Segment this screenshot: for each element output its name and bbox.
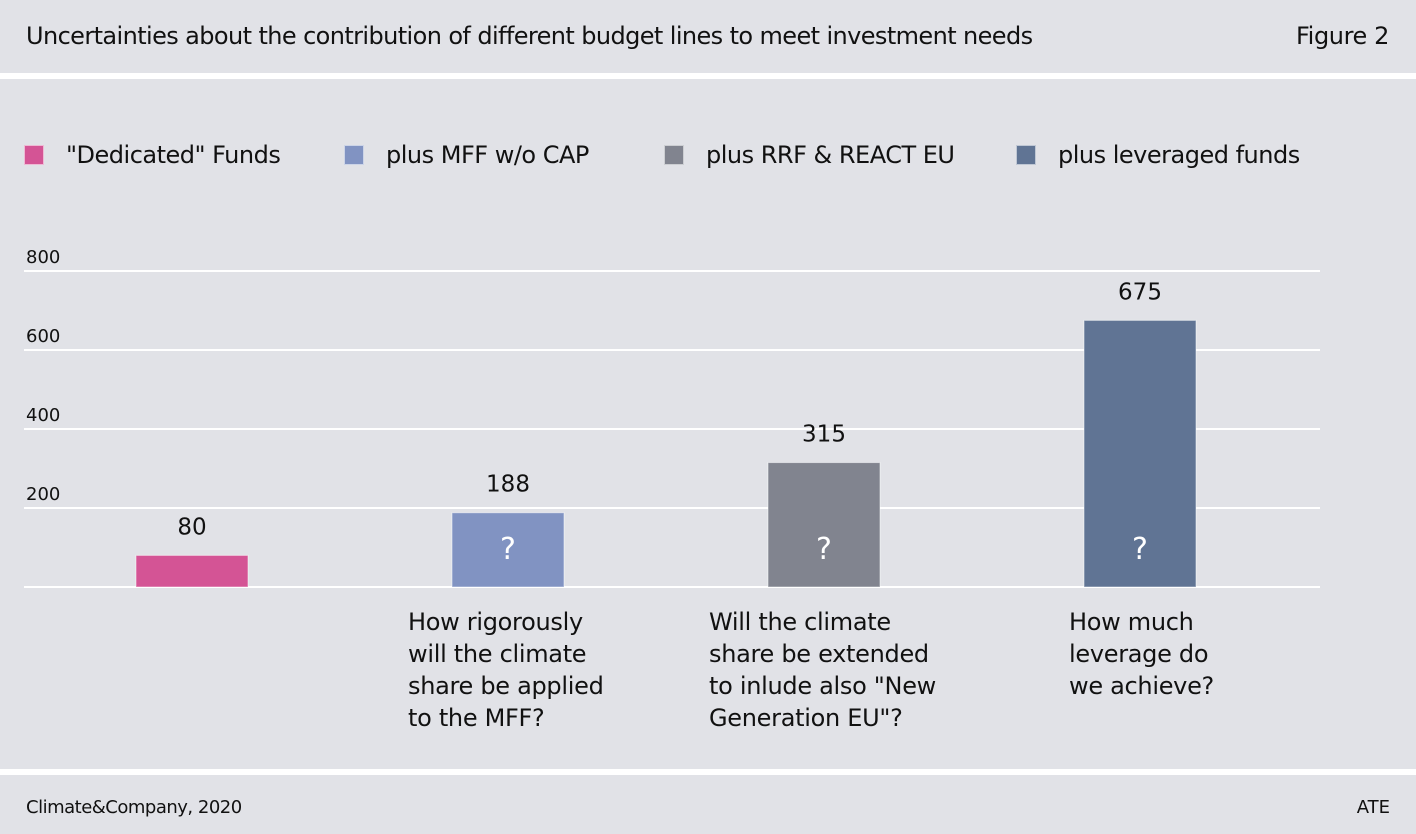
annotation-line: we achieve? xyxy=(1069,672,1214,700)
annotation-leveraged: How much leverage do we achieve? xyxy=(1069,606,1214,702)
annotation-line: leverage do xyxy=(1069,640,1209,668)
bar xyxy=(451,512,565,588)
legend-swatch xyxy=(344,145,364,165)
figure-header: Uncertainties about the contribution of … xyxy=(0,0,1416,73)
annotation-rrf: Will the climate share be extended to inlu… xyxy=(709,606,936,734)
data-label: 675 xyxy=(1118,279,1162,305)
legend-item-leveraged: plus leveraged funds xyxy=(1016,140,1300,170)
legend-item-dedicated-funds: "Dedicated" Funds xyxy=(24,140,281,170)
data-label: 188 xyxy=(486,472,530,498)
data-label: 80 xyxy=(177,514,206,540)
data-label: 315 xyxy=(802,422,846,448)
bar xyxy=(1083,319,1197,588)
legend-item-rrf: plus RRF & REACT EU xyxy=(664,140,955,170)
footer-label: ATE xyxy=(1356,797,1390,818)
y-tick-label: 200 xyxy=(26,484,60,505)
figure-number: Figure 2 xyxy=(1296,22,1389,50)
annotation-mff: How rigorously will the climate share be a… xyxy=(408,606,604,734)
legend-item-mff: plus MFF w/o CAP xyxy=(344,140,589,170)
bar xyxy=(767,462,881,588)
annotation-line: How much xyxy=(1069,608,1194,636)
chart-title: Uncertainties about the contribution of … xyxy=(26,22,1033,50)
bar-question-mark: ? xyxy=(1132,532,1148,567)
annotation-line: share be extended xyxy=(709,640,929,668)
annotation-line: to the MFF? xyxy=(408,704,545,732)
source-note: Climate&Company, 2020 xyxy=(26,797,242,818)
legend-swatch xyxy=(24,145,44,165)
annotation-line: How rigorously xyxy=(408,608,583,636)
header-divider xyxy=(0,73,1416,79)
annotation-line: will the climate xyxy=(408,640,587,668)
y-tick-label: 600 xyxy=(26,326,60,347)
legend-swatch xyxy=(1016,145,1036,165)
annotation-line: Will the climate xyxy=(709,608,891,636)
annotation-line: share be applied xyxy=(408,672,604,700)
annotation-line: to inlude also "New xyxy=(709,672,936,700)
footer-divider xyxy=(0,769,1416,775)
legend-label: plus MFF w/o CAP xyxy=(386,141,589,169)
legend-swatch xyxy=(664,145,684,165)
legend-label: plus leveraged funds xyxy=(1058,141,1300,169)
bar-question-mark: ? xyxy=(816,532,832,567)
y-tick-label: 400 xyxy=(26,405,60,426)
bar xyxy=(135,554,249,588)
legend-label: plus RRF & REACT EU xyxy=(706,141,955,169)
annotation-line: Generation EU"? xyxy=(709,704,903,732)
y-tick-label: 800 xyxy=(26,247,60,268)
bar-question-mark: ? xyxy=(500,532,516,567)
legend-label: "Dedicated" Funds xyxy=(66,141,281,169)
